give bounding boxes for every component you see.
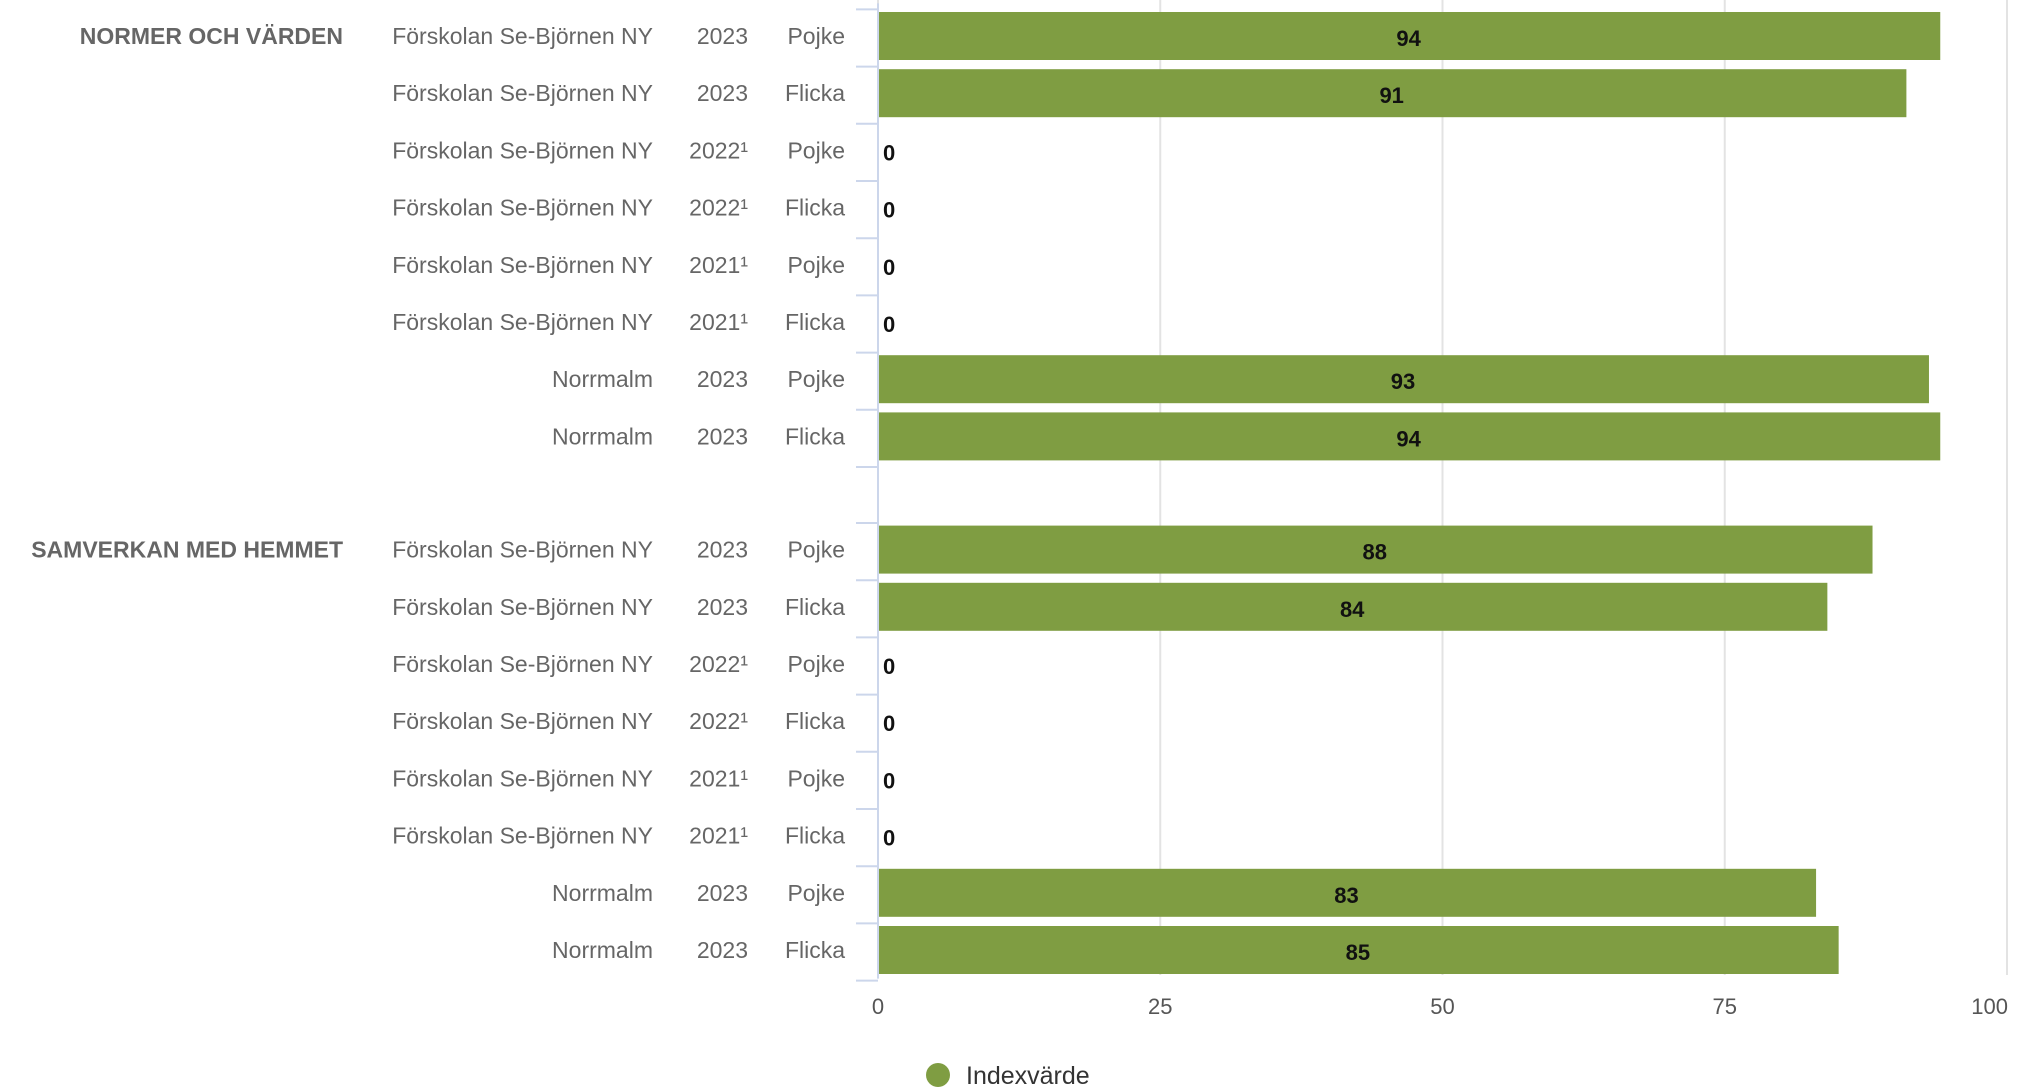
category-label-gender: Pojke <box>787 137 845 163</box>
category-label-gender: Pojke <box>787 537 845 563</box>
category-label-year: 2023 <box>697 594 748 620</box>
category-label-unit: Förskolan Se-Björnen NY <box>392 823 653 849</box>
bar[interactable] <box>879 12 1941 60</box>
data-label: 0 <box>883 198 895 223</box>
category-label-unit: Norrmalm <box>552 880 653 906</box>
category-labels: Förskolan Se-Björnen NY 2023 Pojke Förskola… <box>392 23 845 963</box>
category-label-unit: Förskolan Se-Björnen NY <box>392 765 653 791</box>
category-label-gender: Pojke <box>787 880 845 906</box>
x-tick-label: 50 <box>1430 994 1454 1019</box>
data-label: 94 <box>1396 26 1421 51</box>
category-label-gender: Flicka <box>785 423 845 449</box>
data-label: 0 <box>883 768 895 793</box>
data-label: 0 <box>883 654 895 679</box>
group-label: NORMER OCH VÄRDEN <box>80 23 343 49</box>
category-label-year: 2023 <box>697 23 748 49</box>
category-label-gender: Pojke <box>787 23 845 49</box>
category-label-gender: Flicka <box>785 594 845 620</box>
category-label-unit: Förskolan Se-Björnen NY <box>392 195 653 221</box>
category-label-year: 2022¹ <box>689 137 748 163</box>
category-label-year: 2021¹ <box>689 309 748 335</box>
data-label: 84 <box>1340 597 1365 622</box>
category-label-year: 2021¹ <box>689 252 748 278</box>
category-label-unit: Förskolan Se-Björnen NY <box>392 309 653 335</box>
data-label: 94 <box>1396 426 1421 451</box>
category-label-gender: Flicka <box>785 80 845 106</box>
group-label: SAMVERKAN MED HEMMET <box>31 537 343 563</box>
x-tick-label: 25 <box>1148 994 1172 1019</box>
legend-label-indexvarde: Indexvärde <box>966 1062 1090 1089</box>
data-label: 85 <box>1346 940 1370 965</box>
category-label-gender: Flicka <box>785 937 845 963</box>
data-label: 83 <box>1334 883 1358 908</box>
bar[interactable] <box>879 868 1817 917</box>
x-axis-tick-labels: 0 25 50 75 100 <box>872 994 2008 1019</box>
category-label-year: 2023 <box>697 937 748 963</box>
data-label: 0 <box>883 312 895 337</box>
y-axis-ticks <box>856 3 879 982</box>
category-label-year: 2023 <box>697 80 748 106</box>
data-label: 0 <box>883 711 895 736</box>
bar[interactable] <box>879 69 1907 118</box>
data-label: 88 <box>1363 540 1387 565</box>
data-label: 91 <box>1379 83 1403 108</box>
category-label-gender: Pojke <box>787 765 845 791</box>
category-label-gender: Flicka <box>785 708 845 734</box>
category-label-unit: Förskolan Se-Björnen NY <box>392 708 653 734</box>
gridlines <box>877 0 2008 975</box>
bar[interactable] <box>879 926 1839 974</box>
data-labels: 94 91 0 0 0 0 93 94 88 84 0 0 0 0 83 85 <box>883 26 1422 965</box>
x-tick-label: 100 <box>1971 994 2008 1019</box>
bar[interactable] <box>879 412 1941 461</box>
data-label: 0 <box>883 826 895 851</box>
data-label: 0 <box>883 255 895 280</box>
category-label-year: 2023 <box>697 423 748 449</box>
data-label: 0 <box>883 140 895 165</box>
category-label-year: 2022¹ <box>689 195 748 221</box>
category-label-year: 2022¹ <box>689 708 748 734</box>
bars <box>879 12 1941 974</box>
legend-marker-indexvarde <box>926 1063 950 1087</box>
category-label-year: 2021¹ <box>689 823 748 849</box>
category-label-gender: Pojke <box>787 651 845 677</box>
group-labels: NORMER OCH VÄRDEN SAMVERKAN MED HEMMET <box>31 23 343 563</box>
category-label-gender: Flicka <box>785 309 845 335</box>
category-label-gender: Flicka <box>785 823 845 849</box>
category-label-unit: Förskolan Se-Björnen NY <box>392 651 653 677</box>
x-tick-label: 0 <box>872 994 884 1019</box>
category-label-unit: Förskolan Se-Björnen NY <box>392 537 653 563</box>
category-label-unit: Förskolan Se-Björnen NY <box>392 137 653 163</box>
bar[interactable] <box>879 355 1929 404</box>
category-label-gender: Pojke <box>787 252 845 278</box>
category-label-unit: Norrmalm <box>552 423 653 449</box>
category-label-year: 2023 <box>697 537 748 563</box>
category-label-unit: Norrmalm <box>552 937 653 963</box>
category-label-unit: Förskolan Se-Björnen NY <box>392 252 653 278</box>
bar[interactable] <box>879 525 1873 574</box>
category-label-gender: Pojke <box>787 366 845 392</box>
category-label-year: 2023 <box>697 366 748 392</box>
category-label-year: 2022¹ <box>689 651 748 677</box>
category-label-year: 2021¹ <box>689 765 748 791</box>
category-label-unit: Förskolan Se-Björnen NY <box>392 80 653 106</box>
data-label: 93 <box>1391 369 1415 394</box>
category-label-unit: Förskolan Se-Björnen NY <box>392 594 653 620</box>
bar[interactable] <box>879 582 1828 631</box>
category-label-unit: Norrmalm <box>552 366 653 392</box>
category-label-unit: Förskolan Se-Björnen NY <box>392 23 653 49</box>
x-tick-label: 75 <box>1713 994 1737 1019</box>
category-label-year: 2023 <box>697 880 748 906</box>
legend[interactable]: Indexvärde <box>926 1062 1090 1089</box>
category-label-gender: Flicka <box>785 195 845 221</box>
